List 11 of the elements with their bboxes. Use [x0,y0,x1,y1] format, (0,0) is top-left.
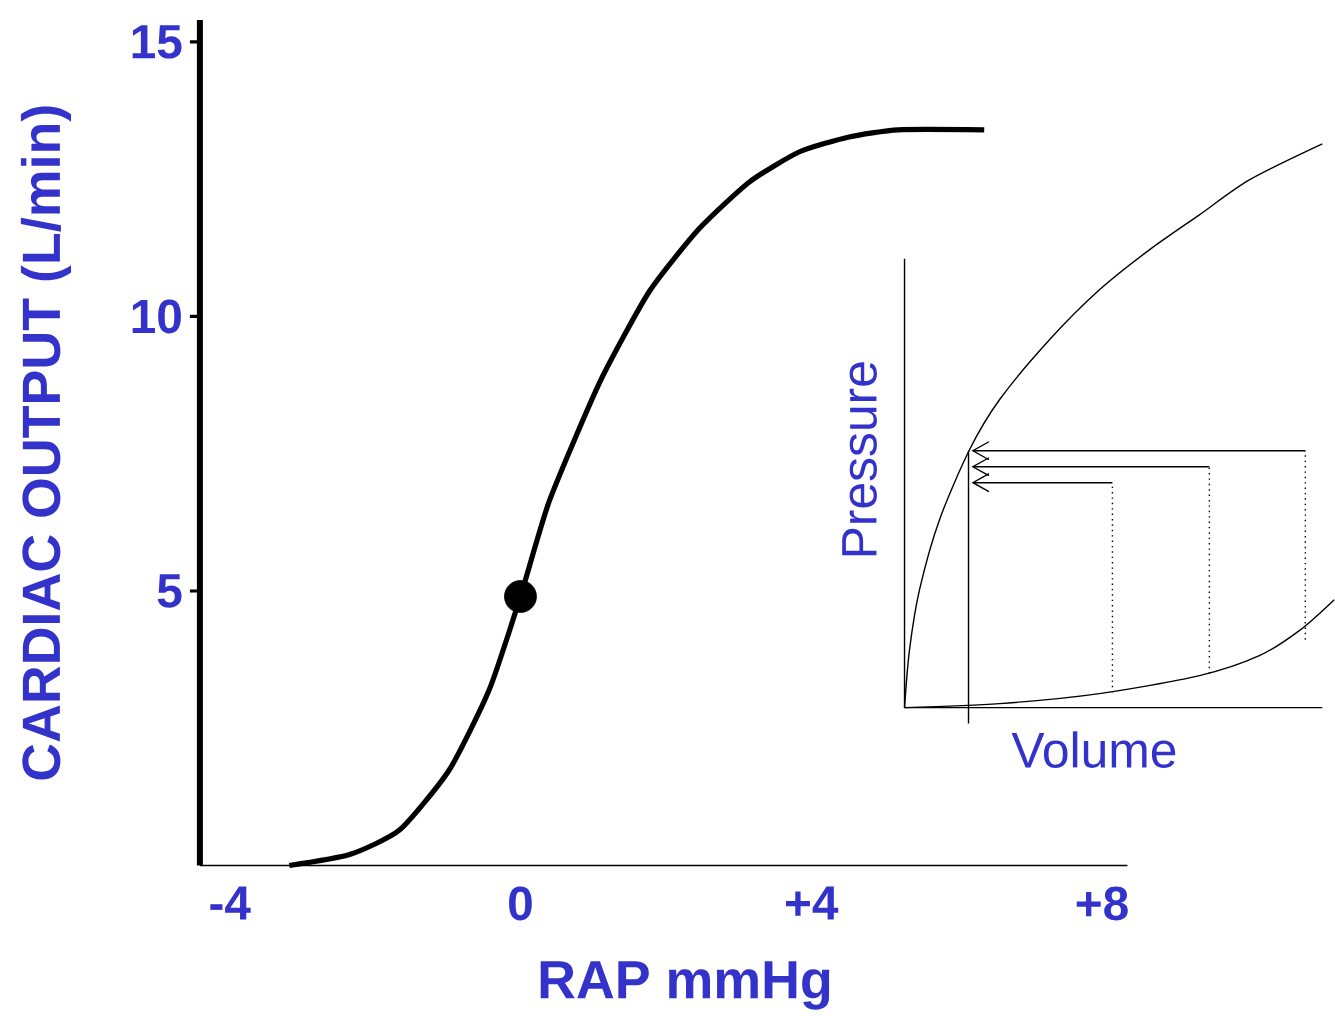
x-tick-label: +8 [1076,886,1128,921]
y-tick-label: 15 [132,25,182,59]
text: Volume [1011,731,1176,768]
y-tick-label: 5 [157,574,182,608]
text: Pressure [842,362,877,556]
y-axis-title: CARDIAC OUTPUT (L/min) [20,106,72,780]
x-tick-label: +4 [785,886,839,920]
x-tick-label: -4 [210,886,251,920]
x-axis-title: RAP mmHg [540,961,830,1010]
x-tick-label: 0 [509,886,532,921]
y-tick-label: 10 [132,299,181,334]
